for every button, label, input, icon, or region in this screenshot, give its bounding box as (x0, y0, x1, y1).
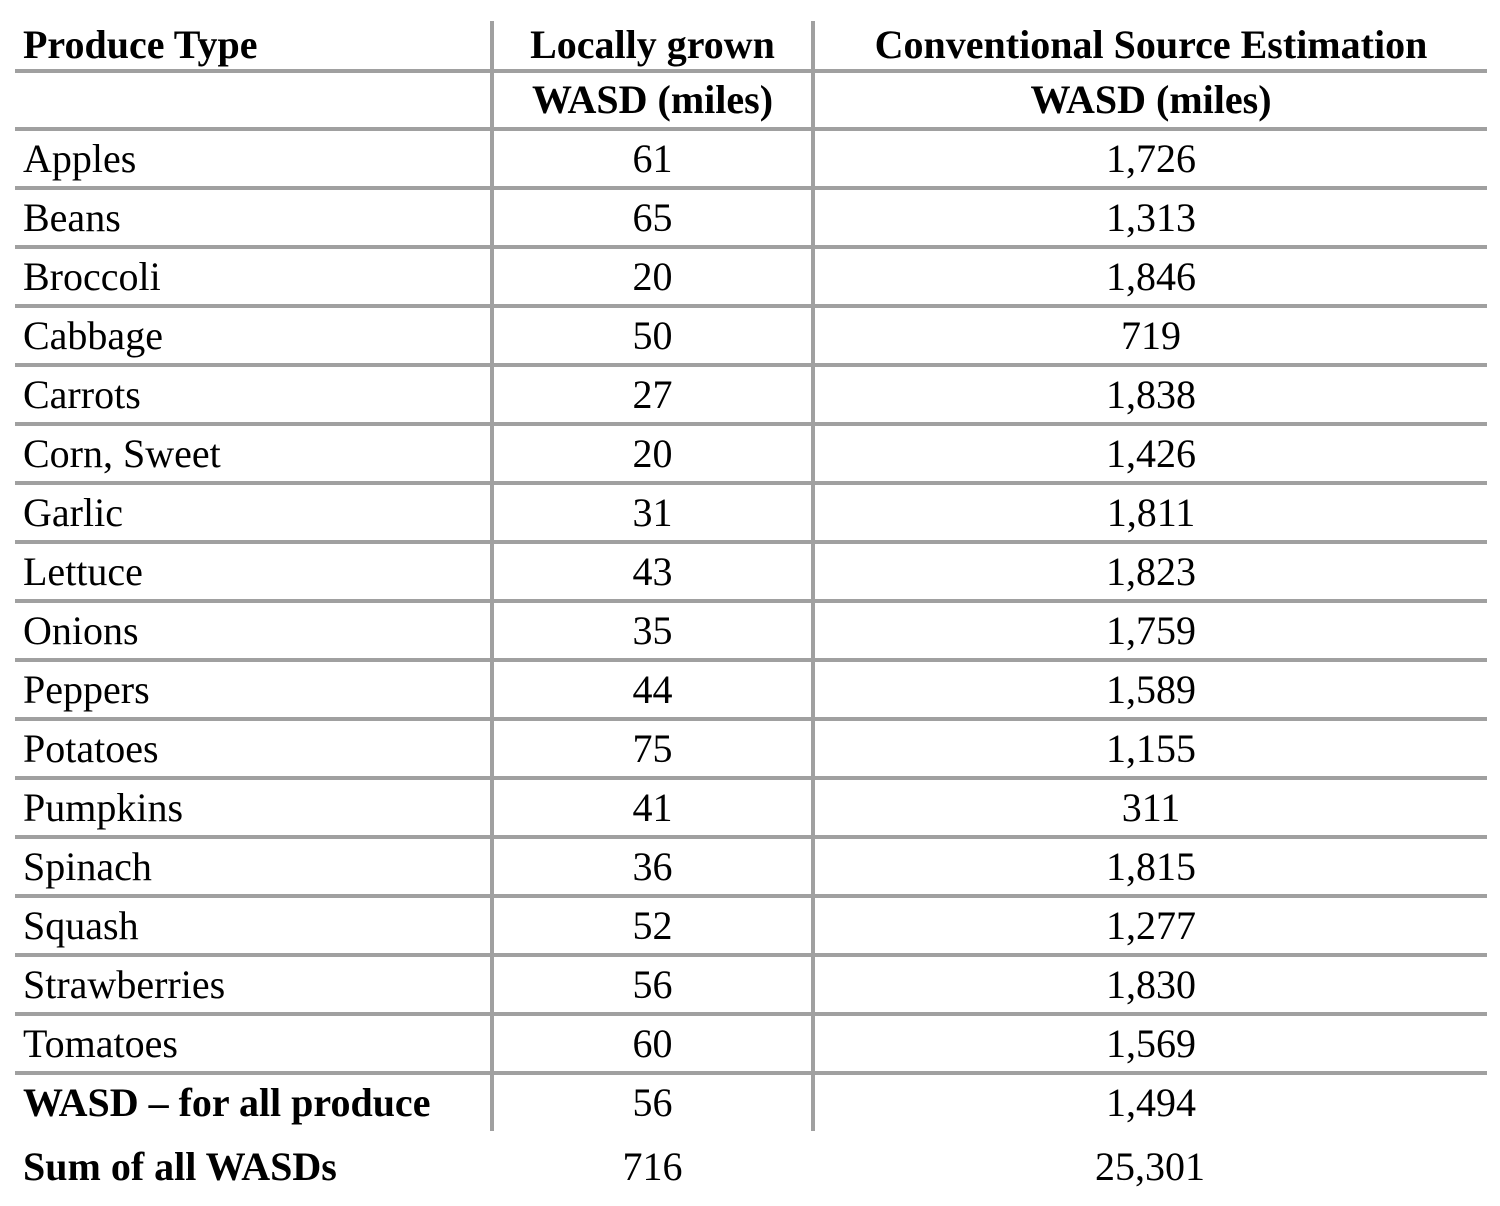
conventional-wasd-cell: 1,589 (811, 660, 1487, 721)
produce-name-cell: Spinach (15, 837, 492, 898)
column-header-conventional-source: Conventional Source Estimation (811, 21, 1487, 73)
produce-rows: Apples 61 1,726 Beans 65 1,313 Broccoli 20 1,846… (15, 129, 1487, 1075)
conventional-wasd-cell: 1,846 (811, 247, 1487, 308)
produce-name-cell: Lettuce (15, 542, 492, 603)
local-wasd-cell: 35 (490, 601, 813, 662)
conventional-wasd-cell: 1,838 (811, 365, 1487, 426)
produce-name-cell: Tomatoes (15, 1014, 492, 1075)
table-row: Beans 65 1,313 (15, 188, 1487, 249)
produce-name-cell: Broccoli (15, 247, 492, 308)
table-row: Pumpkins 41 311 (15, 778, 1487, 839)
local-wasd-cell: 36 (490, 837, 813, 898)
local-wasd-cell: 52 (490, 896, 813, 957)
summary-conventional-wasd-value: 1,494 (811, 1073, 1487, 1131)
subheader-empty-cell (15, 71, 492, 131)
table-row: Squash 52 1,277 (15, 896, 1487, 957)
produce-name-cell: Onions (15, 601, 492, 662)
produce-name-cell: Beans (15, 188, 492, 249)
subheader-row: WASD (miles) WASD (miles) (15, 71, 1487, 131)
produce-wasd-table: Produce Type Locally grown Conventional … (15, 21, 1487, 1203)
summary-label-wasd-all-produce: WASD – for all produce (23, 1080, 431, 1125)
header-row: Produce Type Locally grown Conventional … (15, 21, 1487, 73)
table-row: Potatoes 75 1,155 (15, 719, 1487, 780)
table-row: Lettuce 43 1,823 (15, 542, 1487, 603)
conventional-wasd-cell: 1,726 (811, 129, 1487, 190)
local-wasd-cell: 20 (490, 247, 813, 308)
local-wasd-cell: 75 (490, 719, 813, 780)
column-header-produce-type: Produce Type (15, 21, 492, 73)
document-page: Produce Type Locally grown Conventional … (15, 21, 1487, 1203)
local-wasd-cell: 43 (490, 542, 813, 603)
summary-conventional-sum-value: 25,301 (1095, 1144, 1205, 1189)
produce-name-cell: Garlic (15, 483, 492, 544)
conventional-wasd-cell: 1,815 (811, 837, 1487, 898)
table-row: Spinach 36 1,815 (15, 837, 1487, 898)
table-row: Garlic 31 1,811 (15, 483, 1487, 544)
local-wasd-cell: 60 (490, 1014, 813, 1075)
table-header: Produce Type Locally grown Conventional … (15, 21, 1487, 131)
summary-row-sum-of-wasds: Sum of all WASDs 716 25,301 (15, 1131, 1487, 1203)
table-row: Cabbage 50 719 (15, 306, 1487, 367)
table-row: Apples 61 1,726 (15, 129, 1487, 190)
conventional-wasd-cell: 1,759 (811, 601, 1487, 662)
local-wasd-cell: 27 (490, 365, 813, 426)
conventional-wasd-cell: 1,426 (811, 424, 1487, 485)
local-wasd-cell: 41 (490, 778, 813, 839)
produce-name-cell: Cabbage (15, 306, 492, 367)
summary-row-wasd-all-produce: WASD – for all produce 56 1,494 (15, 1073, 1487, 1131)
table-row: Onions 35 1,759 (15, 601, 1487, 662)
table-row: Strawberries 56 1,830 (15, 955, 1487, 1016)
conventional-wasd-cell: 1,823 (811, 542, 1487, 603)
local-wasd-cell: 50 (490, 306, 813, 367)
table-row: Peppers 44 1,589 (15, 660, 1487, 721)
conventional-wasd-cell: 1,155 (811, 719, 1487, 780)
table-row: Corn, Sweet 20 1,426 (15, 424, 1487, 485)
produce-name-cell: Squash (15, 896, 492, 957)
produce-name-cell: Carrots (15, 365, 492, 426)
produce-name-cell: Apples (15, 129, 492, 190)
local-wasd-cell: 20 (490, 424, 813, 485)
column-header-locally-grown: Locally grown (490, 21, 813, 73)
local-wasd-cell: 56 (490, 955, 813, 1016)
conventional-wasd-cell: 311 (811, 778, 1487, 839)
conventional-wasd-cell: 1,830 (811, 955, 1487, 1016)
summary-local-wasd-value: 56 (490, 1073, 813, 1131)
produce-name-cell: Strawberries (15, 955, 492, 1016)
produce-name-cell: Peppers (15, 660, 492, 721)
table-row: Broccoli 20 1,846 (15, 247, 1487, 308)
summary-rows: WASD – for all produce 56 1,494 Sum of a… (15, 1073, 1487, 1203)
conventional-wasd-cell: 1,569 (811, 1014, 1487, 1075)
subheader-conventional-wasd-units: WASD (miles) (811, 71, 1487, 131)
produce-name-cell: Pumpkins (15, 778, 492, 839)
conventional-wasd-cell: 1,277 (811, 896, 1487, 957)
produce-name-cell: Corn, Sweet (15, 424, 492, 485)
conventional-wasd-cell: 719 (811, 306, 1487, 367)
subheader-local-wasd-units: WASD (miles) (490, 71, 813, 131)
local-wasd-cell: 65 (490, 188, 813, 249)
summary-local-sum-value: 716 (622, 1144, 683, 1189)
table-row: Tomatoes 60 1,569 (15, 1014, 1487, 1075)
local-wasd-cell: 61 (490, 129, 813, 190)
local-wasd-cell: 44 (490, 660, 813, 721)
table-row: Carrots 27 1,838 (15, 365, 1487, 426)
produce-name-cell: Potatoes (15, 719, 492, 780)
summary-label-sum-of-wasds: Sum of all WASDs (23, 1144, 337, 1189)
conventional-wasd-cell: 1,811 (811, 483, 1487, 544)
conventional-wasd-cell: 1,313 (811, 188, 1487, 249)
local-wasd-cell: 31 (490, 483, 813, 544)
